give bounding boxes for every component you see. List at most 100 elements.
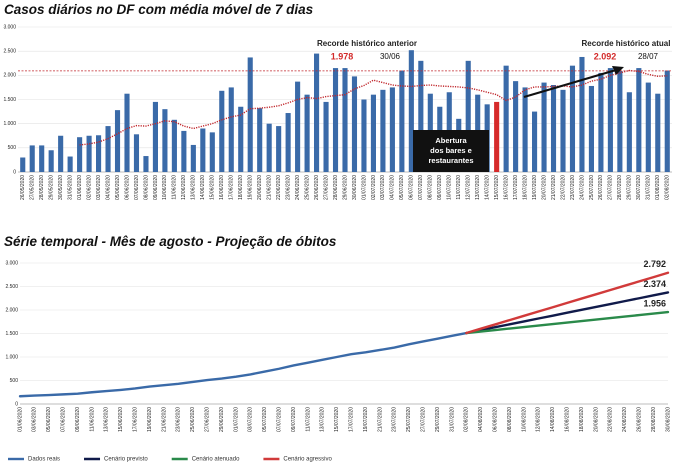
x-tick-label: 02/08/2020 [464,407,470,432]
x-tick-label: 09/07/2020 [291,407,297,432]
x-tick-label: 24/06/2020 [295,175,301,200]
bar [361,99,367,172]
x-tick-label: 25/07/2020 [406,407,412,432]
x-tick-label: 15/07/2020 [494,175,500,200]
bar [664,70,670,172]
bar [228,87,234,172]
x-tick-label: 26/07/2020 [598,175,604,200]
bar [114,110,121,172]
bar [20,157,26,172]
x-tick-label: 14/07/2020 [485,175,491,200]
bar [276,126,282,172]
x-tick-label: 16/08/2020 [565,407,571,432]
x-tick-label: 17/06/2020 [229,175,235,200]
bar [569,65,576,172]
annotation-value: 2.092 [594,51,617,61]
x-tick-label: 07/07/2020 [418,175,424,200]
bar [465,60,471,173]
end-label: 2.374 [643,279,666,289]
x-tick-label: 22/08/2020 [608,407,614,432]
bar [238,106,244,172]
x-tick-label: 23/06/2020 [176,407,182,432]
x-tick-label: 14/08/2020 [550,407,556,432]
legend-label: Cenário atenuado [192,457,240,463]
bar [522,87,528,172]
bar [209,132,215,172]
x-tick-label: 10/07/2020 [447,175,453,200]
series-line [465,291,670,335]
x-tick-label: 17/07/2020 [513,175,519,200]
x-tick-label: 11/07/2020 [305,407,311,432]
x-tick-label: 07/07/2020 [277,407,283,432]
chart-title: Série temporal - Mês de agosto - Projeçã… [4,234,337,249]
bar [503,65,509,172]
x-tick-label: 08/07/2020 [428,175,434,200]
x-tick-label: 09/06/2020 [75,407,81,432]
marks: 0 500 1.000 1.500 2.000 2.500 3.000 26/05/2020 2… [3,24,672,463]
legend-label: Cenário previsto [104,457,148,463]
bar [295,81,301,172]
x-tick-label: 28/08/2020 [651,407,657,432]
x-tick-label: 31/07/2020 [449,407,455,432]
x-tick-label: 01/08/2020 [655,175,661,200]
annotation-text: dos bares e [430,146,472,155]
annotation: Recorde histórico anterior [317,39,417,48]
x-tick-label: 19/06/2020 [248,175,254,200]
x-tick-label: 01/07/2020 [361,175,367,200]
x-tick-label: 29/06/2020 [342,175,348,200]
y-tick-label: 1.000 [3,121,16,127]
bar [332,68,339,172]
x-tick-label: 18/07/2020 [522,175,528,200]
x-tick-label: 09/07/2020 [437,175,443,200]
bar [124,93,130,172]
x-tick-label: 30/08/2020 [665,407,671,432]
bar [257,108,263,172]
x-tick-label: 05/07/2020 [399,175,405,200]
x-tick-label: 05/07/2020 [262,407,268,432]
bar [48,150,54,172]
bar [532,111,538,172]
x-tick-label: 17/06/2020 [133,407,139,432]
x-tick-label: 27/07/2020 [608,175,614,200]
x-tick-label: 16/06/2020 [219,175,225,200]
y-tick-label: 1.000 [5,354,18,360]
bar [560,89,566,172]
x-tick-label: 03/06/2020 [32,407,38,432]
x-tick-label: 13/07/2020 [475,175,481,200]
annotation-text: restaurantes [428,156,473,165]
bar [408,50,414,173]
x-tick-label: 01/07/2020 [233,407,239,432]
x-tick-label: 21/07/2020 [551,175,557,200]
y-tick-label: 0 [13,169,16,175]
x-tick-label: 02/08/2020 [665,175,671,200]
x-tick-label: 02/07/2020 [371,175,377,200]
x-tick-label: 13/06/2020 [191,175,197,200]
series-line [465,271,670,335]
x-tick-label: 10/08/2020 [521,407,527,432]
bar [513,81,519,172]
x-tick-label: 13/06/2020 [104,407,110,432]
x-tick-label: 10/06/2020 [162,175,168,200]
x-tick-label: 22/06/2020 [276,175,282,200]
bar [247,57,253,173]
end-label: 2.792 [643,259,666,269]
x-tick-label: 16/07/2020 [503,175,509,200]
bar [143,156,149,172]
bar [152,101,158,172]
x-tick-label: 03/07/2020 [248,407,254,432]
bar [626,92,632,172]
bar [588,85,594,172]
bar [266,123,272,172]
x-tick-label: 20/06/2020 [257,175,263,200]
bar [86,135,92,172]
end-label: 1.956 [643,298,666,308]
x-tick-label: 05/06/2020 [46,407,52,432]
x-tick-label: 26/08/2020 [637,407,643,432]
x-tick-label: 03/06/2020 [96,175,102,200]
bar [655,93,661,172]
x-tick-label: 23/07/2020 [392,407,398,432]
x-tick-label: 19/07/2020 [363,407,369,432]
bar [200,128,206,172]
bar [39,145,45,172]
